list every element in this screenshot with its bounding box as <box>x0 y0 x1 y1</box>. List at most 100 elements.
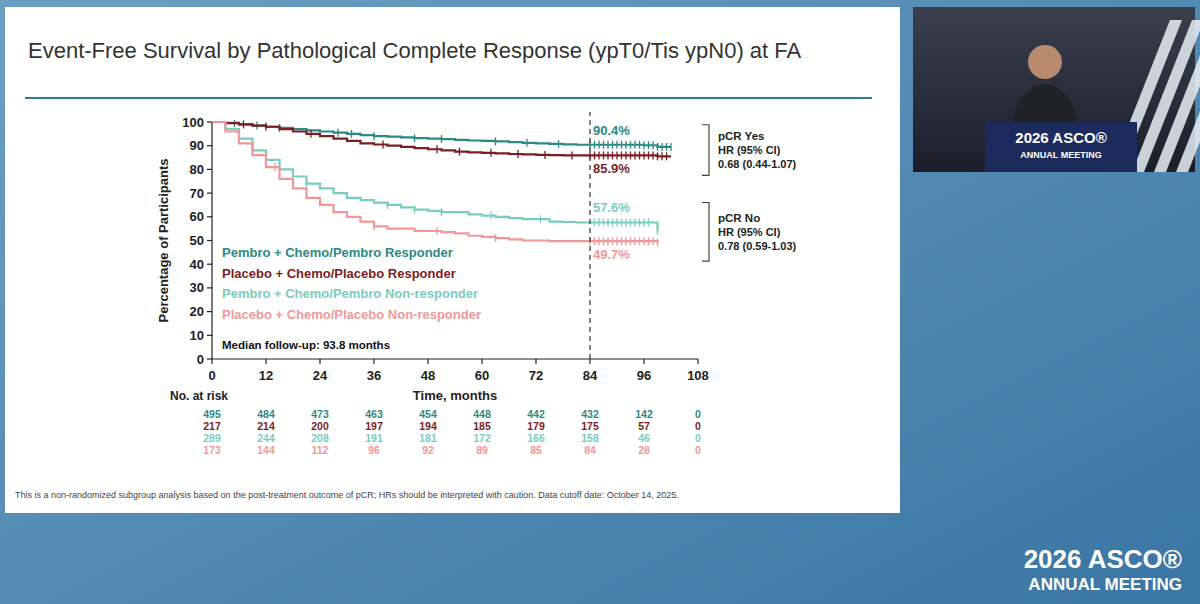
censor-mark <box>648 141 649 149</box>
axes: 0102030405060708090100012243648607284961… <box>156 115 709 404</box>
censor-mark <box>643 141 644 149</box>
value-annotation: 90.4% <box>593 123 630 138</box>
censor-mark <box>639 218 640 226</box>
censor-mark <box>652 141 653 149</box>
censor-mark <box>634 218 635 226</box>
risk-count: 142 <box>635 408 653 420</box>
canvas: Event-Free Survival by Pathological Comp… <box>0 0 1200 604</box>
censor-mark <box>652 237 653 245</box>
censor-mark <box>621 151 622 159</box>
y-tick-label: 80 <box>190 162 204 177</box>
censor-mark <box>634 141 635 149</box>
risk-count: 289 <box>203 432 221 444</box>
value-annotation: 49.7% <box>593 247 630 262</box>
censor-mark <box>625 141 626 149</box>
y-axis-title: Percentage of Participants <box>156 159 171 323</box>
y-tick-label: 40 <box>190 257 204 272</box>
censor-mark <box>382 141 383 149</box>
censor-mark <box>373 132 374 140</box>
censor-mark <box>643 237 644 245</box>
censor-mark <box>630 237 631 245</box>
censor-mark <box>594 237 595 245</box>
km-curve <box>212 122 658 243</box>
hr-title: pCR Yes <box>718 130 764 142</box>
risk-count: 197 <box>365 420 383 432</box>
censor-mark <box>657 152 658 160</box>
risk-count: 0 <box>695 420 701 432</box>
risk-count: 185 <box>473 420 491 432</box>
censor-mark <box>351 130 352 138</box>
risk-count: 484 <box>257 408 275 420</box>
censor-mark <box>598 141 599 149</box>
reference-line <box>589 112 590 359</box>
censor-mark <box>490 149 491 157</box>
y-tick <box>207 311 212 312</box>
x-axis-title: Time, months <box>413 388 497 403</box>
x-tick <box>589 359 590 364</box>
censor-mark <box>616 218 617 226</box>
risk-count: 208 <box>311 432 329 444</box>
y-tick-label: 0 <box>197 352 204 367</box>
logo-text: 2026 ASCO® <box>1024 544 1182 574</box>
legend-entry: Pembro + Chemo/Pembro Responder <box>222 245 453 260</box>
censor-mark <box>612 237 613 245</box>
risk-count: 217 <box>203 420 221 432</box>
censor-mark <box>616 141 617 149</box>
x-tick-label: 84 <box>583 368 598 383</box>
censor-mark <box>337 129 338 137</box>
censor-mark <box>310 130 311 138</box>
note: Median follow-up: 93.8 months <box>222 339 390 351</box>
x-tick-label: 108 <box>687 368 709 383</box>
risk-count: 89 <box>476 444 488 456</box>
censor-mark <box>639 237 640 245</box>
hr-subtitle: HR (95% CI) <box>718 144 781 156</box>
risk-count: 214 <box>257 420 275 432</box>
speaker-video: 2026 ASCO®ANNUAL MEETING <box>913 7 1200 172</box>
censor-mark <box>603 237 604 245</box>
legend-entry: Pembro + Chemo/Pembro Non-responder <box>222 286 478 301</box>
censor-mark <box>594 141 595 149</box>
censor-mark <box>639 141 640 149</box>
censor-mark <box>274 163 275 171</box>
censor-mark <box>648 237 649 245</box>
risk-count: 144 <box>257 444 275 456</box>
risk-count: 194 <box>419 420 437 432</box>
censor-mark <box>621 218 622 226</box>
censor-mark <box>306 180 307 188</box>
y-tick-label: 20 <box>190 304 204 319</box>
risk-title: No. at risk <box>170 389 228 403</box>
risk-count: 454 <box>419 408 437 420</box>
censor-mark <box>594 218 595 226</box>
censor-mark <box>630 218 631 226</box>
censor-mark <box>630 151 631 159</box>
background <box>0 0 1200 604</box>
risk-count: 175 <box>581 420 599 432</box>
x-tick <box>697 359 698 364</box>
censor-mark <box>558 140 559 148</box>
title: Event-Free Survival by Pathological Comp… <box>28 38 802 63</box>
censor-mark <box>612 218 613 226</box>
risk-count: 473 <box>311 408 329 420</box>
censor-mark <box>517 150 518 158</box>
censor-mark <box>436 227 437 235</box>
logo-text: ANNUAL MEETING <box>1028 575 1182 594</box>
y-tick-label: 70 <box>190 186 204 201</box>
censor-mark <box>625 218 626 226</box>
censor-mark <box>607 141 608 149</box>
x-tick <box>373 359 374 364</box>
censor-mark <box>657 227 658 235</box>
risk-count: 84 <box>584 444 596 456</box>
risk-count: 495 <box>203 408 221 420</box>
risk-count: 173 <box>203 444 221 456</box>
censor-mark <box>666 143 667 151</box>
legend-entry: Placebo + Chemo/Placebo Responder <box>222 266 456 281</box>
censor-mark <box>265 123 266 131</box>
censor-mark <box>495 234 496 242</box>
censor-mark <box>598 237 599 245</box>
y-tick <box>207 121 212 122</box>
x-tick-label: 60 <box>475 368 489 383</box>
risk-count: 96 <box>368 444 380 456</box>
hr-subtitle: HR (95% CI) <box>718 226 781 238</box>
x-tick-label: 48 <box>421 368 435 383</box>
title-rule <box>25 97 872 99</box>
